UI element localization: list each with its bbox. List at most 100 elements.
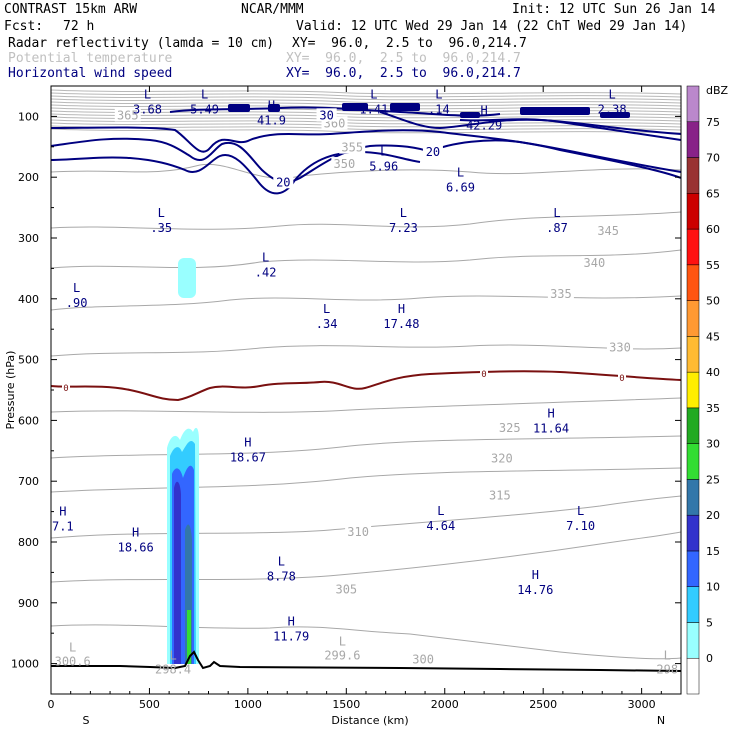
colorbar-level-label: 40	[706, 366, 720, 379]
theta-label-bg	[488, 451, 515, 465]
wind-extreme-value: 3.68	[133, 103, 162, 117]
wind-contour-label-bg	[422, 144, 443, 158]
wind-extreme: H14.76	[517, 568, 553, 597]
y-tick-label: 200	[18, 171, 39, 184]
theta-label-bg	[410, 652, 437, 666]
y-tick-label: 400	[18, 293, 39, 306]
colorbar-level-label: 60	[706, 223, 720, 236]
wind-extreme-type: H	[244, 435, 251, 449]
wind-extreme-type: L	[435, 88, 442, 102]
jet-core	[460, 112, 480, 118]
theta-contour-upper	[51, 116, 681, 122]
theta-label-bg	[114, 108, 141, 122]
jet-core	[520, 107, 590, 115]
jet-core	[600, 112, 630, 118]
wind-extreme: L2.38	[598, 88, 627, 117]
wind-extreme: L.35	[150, 206, 172, 235]
wind-contour-30a	[169, 106, 501, 117]
theta-label: 335	[547, 287, 574, 301]
wind-extreme-value: .34	[316, 317, 338, 331]
colorbar-bin	[686, 336, 700, 373]
forecast-hours: 72 h	[63, 19, 95, 34]
theta-label: 340	[581, 256, 608, 270]
wind-extreme-value: 42.29	[466, 118, 502, 132]
wind-extreme: H17.48	[383, 302, 419, 331]
jet-core	[342, 103, 368, 111]
wind-extreme-type: H	[481, 103, 488, 117]
wind-extreme-value: .35	[150, 221, 172, 235]
y-tick-label: 900	[18, 597, 39, 610]
wind-extreme: L3.68	[133, 88, 162, 117]
theta-extreme-value: 299.6	[324, 649, 360, 663]
colorbar-level-label: 55	[706, 259, 720, 272]
theta-contour-upper	[51, 92, 681, 98]
wind-extreme: L.87	[546, 206, 568, 235]
freezing-level-line	[51, 370, 681, 402]
theta-contour-upper	[51, 122, 681, 128]
wind-extreme: L7.10	[566, 504, 595, 533]
colorbar-bin	[686, 371, 700, 409]
wind-extreme-type: L	[370, 88, 377, 102]
wind-extreme-type: H	[547, 407, 554, 421]
x-tick-label: 2000	[431, 698, 459, 711]
theta-label-text: 365	[117, 108, 139, 122]
wind-extreme-value: 7.23	[389, 221, 418, 235]
colorbar-level-label: 15	[706, 545, 720, 558]
y-tick-label: 100	[18, 110, 39, 123]
wind-extreme: H7.1	[52, 505, 74, 534]
jet-core	[390, 103, 420, 111]
freezing-level-label-text: 0	[619, 374, 624, 384]
theta-extreme-value: 300.6	[55, 655, 91, 669]
y-tick-label: 800	[18, 536, 39, 549]
theta-label-text: 310	[347, 525, 369, 539]
colorbar-bin	[686, 300, 700, 337]
theta-label-text: 330	[609, 341, 631, 355]
theta-extreme-type: L	[339, 635, 346, 649]
colorbar-bin	[686, 550, 700, 587]
colorbar-bin	[686, 443, 700, 480]
theta-contour-upper	[51, 89, 681, 95]
field-name-theta: Potential temperature	[8, 51, 173, 66]
reflectivity-cell-5-10-upper	[178, 258, 196, 298]
theta-contour-320	[51, 435, 681, 459]
theta-label: 320	[488, 451, 515, 465]
theta-contour-325	[51, 397, 681, 413]
init-time: Init: 12 UTC Sun 26 Jan 14	[512, 2, 716, 17]
theta-contour-340	[51, 249, 681, 269]
theta-label-text: 305	[335, 583, 357, 597]
wind-extreme-type: L	[201, 88, 208, 102]
theta-label: 330	[606, 340, 633, 355]
wind-extreme-type: L	[400, 206, 407, 220]
theta-label-text: 300	[412, 653, 434, 667]
wind-extreme-type: L	[262, 250, 269, 264]
x-tick-label: 1500	[332, 698, 360, 711]
axes: 0 500 1000 1500 2000 2500 30001002003004005006…	[4, 86, 681, 727]
y-tick-label: 500	[18, 354, 39, 367]
wind-contour-label: 20	[273, 175, 294, 189]
wind-extreme: L.90	[66, 281, 88, 310]
theta-label-text: 340	[584, 256, 606, 270]
wind-extreme-value: .87	[546, 221, 568, 235]
colorbar-bin	[686, 85, 700, 123]
theta-label-text: 320	[491, 451, 513, 465]
theta-labels: 3653603553503453403353303253203153103053…	[55, 108, 678, 677]
wind-extreme-type: L	[577, 504, 584, 518]
wind-extreme-type: H	[288, 615, 295, 629]
wind-extreme: H42.29	[466, 103, 502, 132]
wind-contour-label-bg	[273, 175, 294, 189]
theta-contour-345	[51, 211, 681, 230]
theta-label: 305	[333, 582, 360, 597]
wind-extreme-value: 11.79	[273, 630, 309, 644]
wind-extreme-type: L	[553, 206, 560, 220]
y-tick-label: 300	[18, 232, 39, 245]
wind-contour-label: 30	[316, 108, 337, 122]
wind-contour-label-text: 20	[276, 175, 290, 189]
field-xy-wind: XY= 96.0, 2.5 to 96.0,214.7	[286, 66, 521, 81]
colorbar: dBZ 0 5 10 15 20 25 30 35 40 45 50 55 60 65 70 75	[686, 84, 729, 695]
wind-extreme-type: H	[398, 302, 405, 316]
colorbar-bin	[686, 586, 700, 623]
freezing-level-label: 0	[62, 382, 70, 394]
jet-core-blobs	[228, 103, 630, 118]
